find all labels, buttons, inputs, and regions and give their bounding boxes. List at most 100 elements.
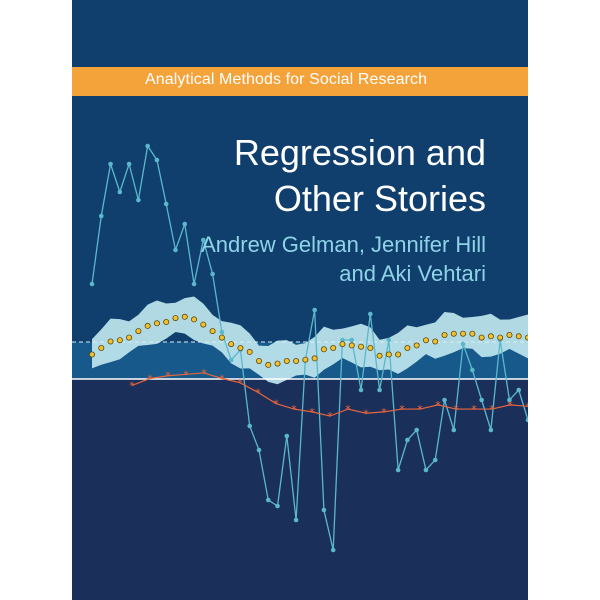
raw-series-point bbox=[432, 457, 438, 463]
smoothed-series-point bbox=[506, 331, 513, 338]
comparison-series-star: * bbox=[165, 370, 171, 383]
authors-line-1: Andrew Gelman, Jennifer Hill bbox=[201, 232, 486, 257]
smoothed-series-point bbox=[450, 330, 457, 337]
comparison-series-star: * bbox=[399, 403, 405, 416]
comparison-series-star: * bbox=[237, 377, 243, 390]
smoothed-series-point bbox=[385, 351, 392, 358]
smoothed-series-point bbox=[404, 344, 411, 351]
smoothed-series-point bbox=[172, 315, 179, 322]
raw-series-point bbox=[479, 397, 484, 403]
raw-series-point bbox=[228, 357, 234, 363]
raw-series-point bbox=[405, 437, 410, 443]
smoothed-series-point bbox=[255, 357, 262, 364]
smoothed-series-point bbox=[293, 357, 300, 364]
smoothed-series-point bbox=[413, 342, 420, 349]
raw-series-point bbox=[284, 433, 290, 439]
smoothed-series-point bbox=[163, 318, 170, 325]
raw-series-point bbox=[210, 271, 215, 277]
raw-series-point bbox=[367, 311, 373, 317]
raw-series-point bbox=[330, 547, 336, 553]
raw-series-point bbox=[247, 423, 253, 429]
smoothed-series-point bbox=[88, 351, 95, 358]
smoothed-series-point bbox=[460, 330, 467, 337]
raw-series-point bbox=[191, 281, 197, 287]
smoothed-series-point bbox=[237, 344, 244, 351]
comparison-series-star: * bbox=[507, 399, 513, 412]
comparison-series-star: * bbox=[147, 373, 153, 386]
smoothed-series-point bbox=[191, 316, 198, 323]
book-title-line-2: Other Stories bbox=[273, 178, 486, 219]
raw-series-point bbox=[117, 189, 123, 195]
comparison-series-star: * bbox=[129, 379, 135, 392]
raw-series-point bbox=[414, 427, 419, 433]
raw-series-point bbox=[293, 517, 299, 523]
smoothed-series-point bbox=[107, 338, 114, 345]
comparison-series-star: * bbox=[309, 406, 315, 419]
smoothed-series-point bbox=[144, 322, 151, 329]
raw-series-line bbox=[91, 144, 528, 551]
smoothed-series-point bbox=[116, 337, 123, 344]
comparison-series-star: * bbox=[345, 403, 351, 416]
smoothed-series-point bbox=[320, 346, 327, 353]
smoothed-series-point bbox=[153, 320, 160, 327]
raw-series-point bbox=[312, 307, 317, 313]
smoothed-series-point bbox=[348, 342, 355, 349]
comparison-series-star: * bbox=[273, 398, 279, 411]
smoothed-series-point bbox=[265, 361, 272, 368]
comparison-series-star: * bbox=[255, 386, 261, 399]
smoothed-series-point bbox=[209, 328, 216, 335]
smoothed-series-point bbox=[376, 352, 383, 359]
cover-time-series-plot: * * * * * * * * * * * * * * * * * * * * * * * bbox=[72, 143, 528, 553]
smoothed-series-point bbox=[98, 344, 105, 351]
comparison-series-star: * bbox=[525, 400, 528, 413]
raw-series-point bbox=[488, 427, 494, 433]
smoothed-series-point bbox=[283, 357, 290, 364]
smoothed-series-point bbox=[432, 338, 439, 345]
comparison-series-star: * bbox=[471, 403, 477, 416]
smoothed-series-point bbox=[330, 344, 337, 351]
smoothed-series-point bbox=[181, 313, 188, 320]
comparison-series-star: * bbox=[183, 368, 189, 381]
smoothed-series-point bbox=[367, 344, 374, 351]
raw-series-point bbox=[377, 387, 382, 393]
raw-series-point bbox=[275, 503, 280, 509]
smoothed-series-point bbox=[487, 333, 494, 340]
raw-series-point bbox=[145, 143, 150, 149]
smoothed-series-point bbox=[395, 351, 402, 358]
raw-series-point bbox=[321, 507, 327, 513]
raw-series-point bbox=[386, 337, 392, 343]
raw-series-point bbox=[256, 447, 262, 453]
smoothed-series-point bbox=[358, 343, 365, 350]
smoothed-series-point bbox=[441, 331, 448, 338]
cover-lower-panel bbox=[72, 379, 528, 600]
smoothed-series-point bbox=[200, 321, 207, 328]
raw-series-point bbox=[349, 337, 355, 343]
smoothed-series-point bbox=[478, 334, 485, 341]
smoothed-series-point bbox=[218, 334, 225, 341]
raw-series-point bbox=[154, 157, 160, 163]
comparison-series-star: * bbox=[219, 373, 225, 386]
smoothed-series-point bbox=[422, 337, 429, 344]
series-title: Analytical Methods for Social Research bbox=[145, 71, 428, 88]
raw-series-point bbox=[507, 397, 512, 403]
confidence-band bbox=[92, 296, 528, 385]
raw-series-point bbox=[395, 467, 401, 473]
smoothed-series-point bbox=[302, 356, 309, 363]
smoothed-series-point bbox=[311, 355, 318, 362]
raw-series-point bbox=[525, 417, 528, 423]
comparison-series-star: * bbox=[363, 407, 369, 420]
smoothed-series-point bbox=[126, 334, 133, 341]
comparison-series-star: * bbox=[381, 406, 387, 419]
raw-series-point bbox=[98, 213, 104, 219]
raw-series-point bbox=[340, 337, 345, 343]
comparison-series-star: * bbox=[489, 403, 495, 416]
comparison-series-line bbox=[131, 372, 528, 417]
authors-line-2: and Aki Vehtari bbox=[339, 261, 486, 286]
book-title: Regression and Other Stories bbox=[72, 130, 486, 222]
raw-series-point bbox=[126, 161, 132, 167]
smoothed-series-point bbox=[525, 334, 528, 341]
book-authors: Andrew Gelman, Jennifer Hill and Aki Veh… bbox=[72, 230, 486, 288]
smoothed-series-point bbox=[469, 330, 476, 337]
comparison-series-star: * bbox=[417, 403, 423, 416]
raw-series-point bbox=[219, 329, 225, 335]
